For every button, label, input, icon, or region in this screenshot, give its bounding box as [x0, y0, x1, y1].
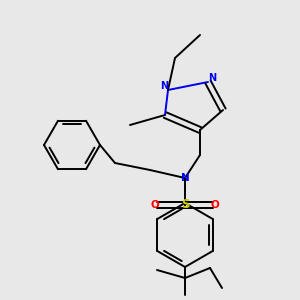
Text: O: O	[211, 200, 219, 210]
Text: N: N	[181, 173, 189, 183]
Text: S: S	[181, 199, 189, 212]
Text: O: O	[151, 200, 159, 210]
Text: N: N	[160, 81, 168, 91]
Text: N: N	[208, 73, 216, 83]
